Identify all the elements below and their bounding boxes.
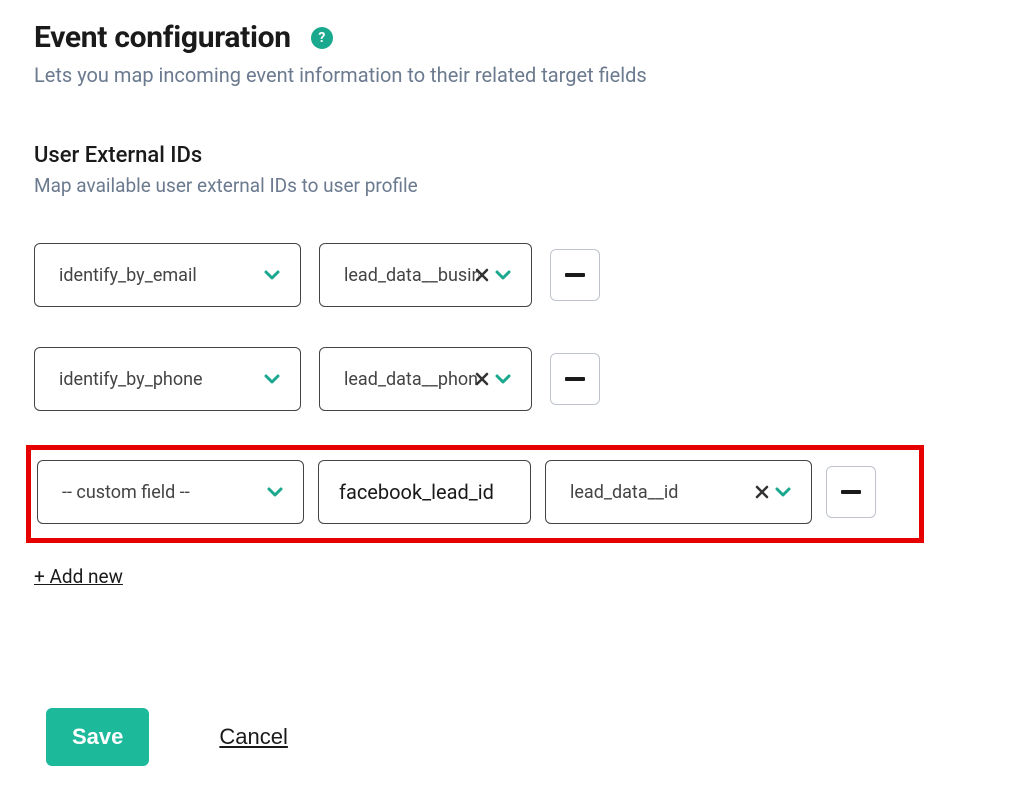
clear-icon[interactable]	[475, 268, 489, 282]
minus-icon	[565, 273, 585, 277]
field-select[interactable]: -- custom field --	[37, 460, 304, 524]
target-select-value: lead_data__busine	[344, 265, 479, 286]
button-row: Save Cancel	[34, 708, 990, 766]
help-icon[interactable]: ?	[311, 27, 333, 49]
remove-button[interactable]	[550, 249, 600, 301]
target-select[interactable]: lead_data__busine	[319, 243, 532, 307]
chevron-down-icon	[493, 369, 513, 389]
target-select[interactable]: lead_data__phone_	[319, 347, 532, 411]
clear-icon[interactable]	[475, 372, 489, 386]
field-select-value: identify_by_phone	[59, 369, 262, 390]
page-title: Event configuration	[34, 20, 291, 55]
mapping-row: identify_by_phone lead_data__phone_	[34, 347, 990, 411]
section-title: User External IDs	[34, 143, 990, 168]
minus-icon	[565, 377, 585, 381]
field-select-value: -- custom field --	[62, 482, 265, 503]
chevron-down-icon	[262, 265, 282, 285]
custom-field-input[interactable]: facebook_lead_id	[318, 460, 531, 524]
custom-field-value: facebook_lead_id	[339, 480, 494, 504]
chevron-down-icon	[773, 482, 793, 502]
clear-icon[interactable]	[755, 485, 769, 499]
chevron-down-icon	[265, 482, 285, 502]
field-select[interactable]: identify_by_email	[34, 243, 301, 307]
chevron-down-icon	[262, 369, 282, 389]
field-select-value: identify_by_email	[59, 265, 262, 286]
page-subtitle: Lets you map incoming event information …	[34, 63, 990, 87]
mapping-row: identify_by_email lead_data__busine	[34, 243, 990, 307]
chevron-down-icon	[493, 265, 513, 285]
target-select-value: lead_data__id	[570, 482, 755, 503]
add-new-link[interactable]: + Add new	[34, 565, 123, 588]
minus-icon	[841, 490, 861, 494]
remove-button[interactable]	[826, 466, 876, 518]
save-button[interactable]: Save	[46, 708, 149, 766]
target-select[interactable]: lead_data__id	[545, 460, 812, 524]
remove-button[interactable]	[550, 353, 600, 405]
mapping-row-highlighted: -- custom field -- facebook_lead_id lead…	[26, 445, 924, 543]
cancel-button[interactable]: Cancel	[219, 724, 287, 750]
field-select[interactable]: identify_by_phone	[34, 347, 301, 411]
section-subtitle: Map available user external IDs to user …	[34, 174, 990, 197]
target-select-value: lead_data__phone_	[344, 369, 479, 390]
